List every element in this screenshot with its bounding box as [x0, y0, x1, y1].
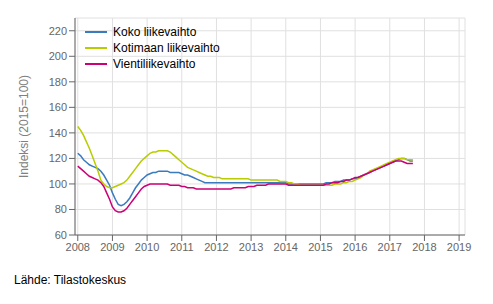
- svg-text:80: 80: [55, 203, 67, 215]
- svg-text:2008: 2008: [66, 241, 90, 253]
- svg-text:200: 200: [49, 50, 67, 62]
- svg-text:2016: 2016: [343, 241, 367, 253]
- svg-text:140: 140: [49, 127, 67, 139]
- svg-text:2009: 2009: [100, 241, 124, 253]
- svg-text:2013: 2013: [239, 241, 263, 253]
- svg-text:2018: 2018: [412, 241, 436, 253]
- svg-text:180: 180: [49, 76, 67, 88]
- html-text:Vientiliikevaihto: Vientiliikevaihto: [113, 57, 196, 71]
- svg-text:2014: 2014: [274, 241, 298, 253]
- svg-text:2015: 2015: [308, 241, 332, 253]
- svg-text:2012: 2012: [204, 241, 228, 253]
- svg-text:160: 160: [49, 101, 67, 113]
- html-text:Lähde: Tilastokeskus: Lähde: Tilastokeskus: [14, 273, 127, 287]
- svg-text:100: 100: [49, 178, 67, 190]
- svg-text:2017: 2017: [378, 241, 402, 253]
- html-text:Koko liikevaihto: Koko liikevaihto: [113, 25, 197, 39]
- svg-text:2011: 2011: [170, 241, 194, 253]
- html-text:Kotimaan liikevaihto: Kotimaan liikevaihto: [113, 41, 220, 55]
- svg-text:60: 60: [55, 229, 67, 241]
- svg-text:2010: 2010: [135, 241, 159, 253]
- svg-text:120: 120: [49, 152, 67, 164]
- svg-text:2019: 2019: [447, 241, 471, 253]
- svg-text:220: 220: [49, 25, 67, 37]
- svg-text:Indeksi (2015=100): Indeksi (2015=100): [17, 75, 31, 178]
